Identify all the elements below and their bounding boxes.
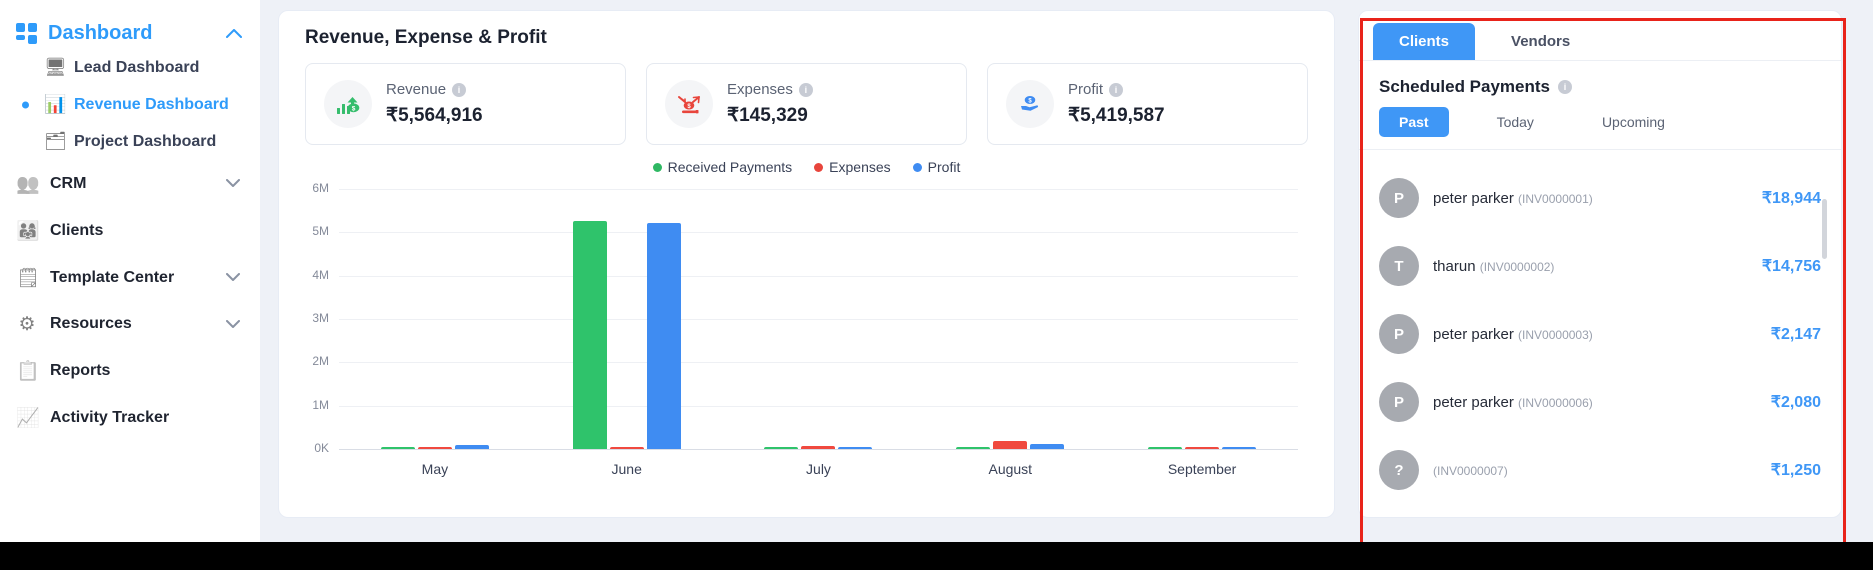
svg-text:$: $ — [352, 105, 356, 112]
